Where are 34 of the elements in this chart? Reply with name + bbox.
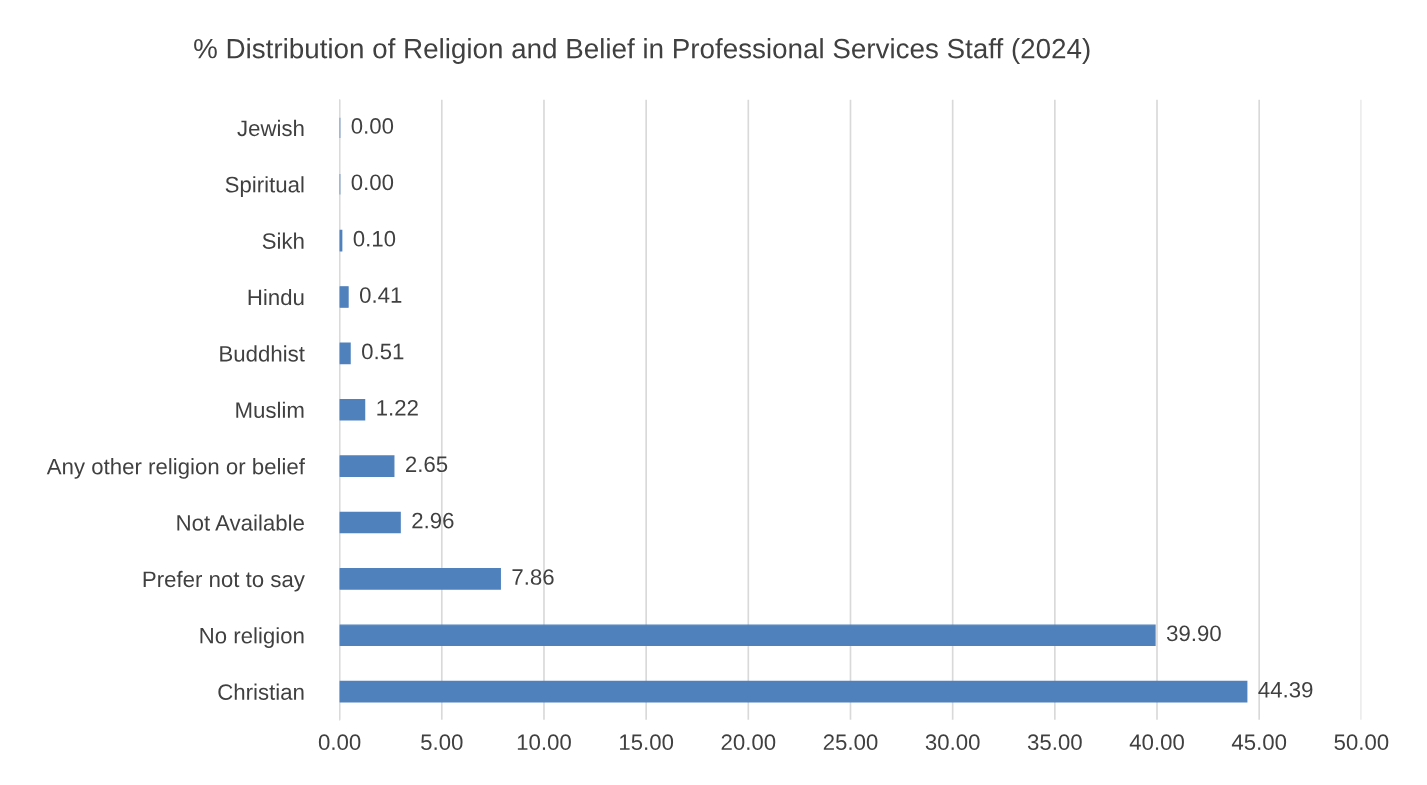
data-label: 0.10 xyxy=(353,230,396,247)
x-tick-label: 25.00 xyxy=(823,734,878,751)
data-label: 0.41 xyxy=(359,287,402,303)
x-tick-label: 40.00 xyxy=(1129,734,1184,751)
y-tick-label: Christian xyxy=(218,683,304,700)
y-tick-label: Any other religion or belief xyxy=(46,458,305,479)
x-tick-label: 50.00 xyxy=(1334,734,1389,751)
x-tick-label: 15.00 xyxy=(620,734,674,751)
data-label: 44.39 xyxy=(1258,681,1313,698)
data-label: 2.65 xyxy=(406,456,448,473)
x-tick-label: 35.00 xyxy=(1027,734,1082,751)
y-tick-label: Sikh xyxy=(262,232,304,249)
y-tick-label: Prefer not to say xyxy=(143,570,305,592)
data-label: 2.96 xyxy=(412,512,454,529)
y-tick-label: Spiritual xyxy=(225,176,304,197)
data-label: 0.51 xyxy=(362,343,404,360)
y-tick-label: Jewish xyxy=(237,119,304,137)
x-tick-label: 45.00 xyxy=(1231,734,1287,751)
x-tick-label: 5.00 xyxy=(421,734,463,751)
y-tick-label: Buddhist xyxy=(220,345,305,362)
data-label: 39.90 xyxy=(1166,625,1221,642)
data-label: 0.00 xyxy=(351,174,394,191)
x-tick-label: 0.00 xyxy=(318,734,361,751)
data-label: 1.22 xyxy=(377,400,418,416)
y-tick-label: Muslim xyxy=(236,401,304,419)
x-tick-label: 10.00 xyxy=(517,734,571,751)
y-tick-label: Hindu xyxy=(248,288,304,306)
data-label: 0.00 xyxy=(351,118,394,134)
data-label: 7.86 xyxy=(512,569,554,585)
x-tick-label: 20.00 xyxy=(721,734,776,751)
y-tick-label: No religion xyxy=(200,627,304,648)
y-tick-label: Not Available xyxy=(177,514,304,531)
x-tick-label: 30.00 xyxy=(925,734,980,751)
chart-title: % Distribution of Religion and Belief in Professional Services Staff (2024) xyxy=(194,38,1090,64)
